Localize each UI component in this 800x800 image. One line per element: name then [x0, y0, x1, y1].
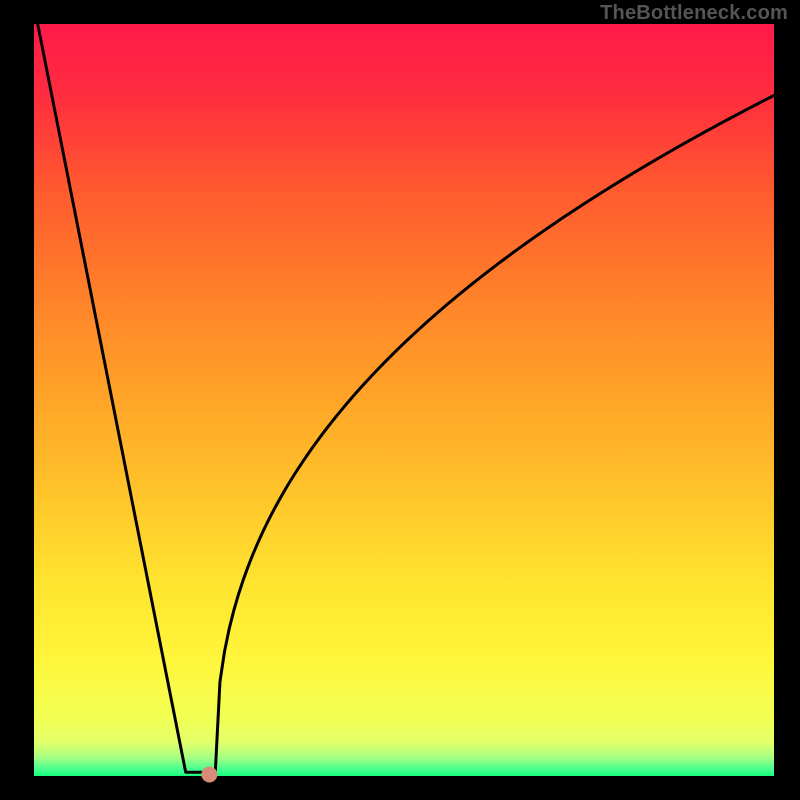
chart-container: TheBottleneck.com	[0, 0, 800, 800]
minimum-marker	[201, 766, 217, 782]
plot-background	[34, 24, 774, 776]
chart-plot	[0, 0, 800, 800]
watermark-text: TheBottleneck.com	[600, 2, 788, 25]
